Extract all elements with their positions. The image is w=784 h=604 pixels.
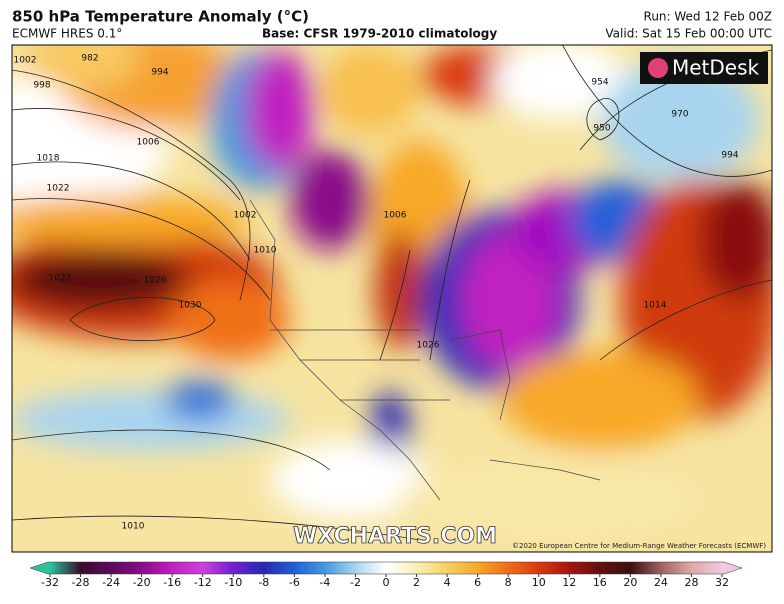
- isobar-label: 1026: [144, 276, 167, 286]
- base: Base: CFSR 1979-2010 climatology: [262, 27, 497, 41]
- colorbar-tick-label: -10: [224, 576, 242, 589]
- colorbar-tick-label: 10: [532, 576, 546, 589]
- isobar-label: 1018: [37, 154, 60, 164]
- colorbar-tick-label: 8: [505, 576, 512, 589]
- isobar-label: 1014: [644, 301, 667, 311]
- colorbar-tick-label: -24: [102, 576, 120, 589]
- map: 1002 998 994 982 1006 1018 1022 1022 1030 1026 100…: [12, 45, 772, 552]
- isobar-label: 1006: [137, 138, 160, 148]
- isobar-label: 970: [671, 110, 688, 120]
- model: ECMWF HRES 0.1°: [12, 27, 122, 41]
- colorbar-tick-label: -12: [194, 576, 212, 589]
- isobar-label: 1006: [384, 211, 407, 221]
- title: 850 hPa Temperature Anomaly (°C): [12, 8, 309, 26]
- colorbar-tick-label: 0: [383, 576, 390, 589]
- colorbar-tick-label: 28: [684, 576, 698, 589]
- isobar-label: 954: [591, 78, 608, 88]
- isobar-label: 994: [721, 151, 738, 161]
- colorbar-tick-label: -32: [41, 576, 59, 589]
- watermark: WXCHARTS.COM: [293, 524, 497, 549]
- isobar-label: 1002: [234, 211, 257, 221]
- isobar-label: 982: [81, 54, 98, 64]
- isobar-label: 1026: [417, 341, 440, 351]
- colorbar-tick-label: 32: [715, 576, 729, 589]
- run: Run: Wed 12 Feb 00Z: [644, 10, 772, 24]
- copyright: ©2020 European Centre for Medium-Range W…: [512, 542, 766, 550]
- colorbar-tick-label: -2: [350, 576, 361, 589]
- colorbar-tick-label: 24: [654, 576, 668, 589]
- colorbar-tick-label: 16: [593, 576, 607, 589]
- valid: Valid: Sat 15 Feb 00:00 UTC: [605, 27, 772, 41]
- map-frame: [11, 44, 773, 553]
- colorbar-tick-label: -8: [258, 576, 269, 589]
- colorbar-tick-label: -20: [133, 576, 151, 589]
- isobar-label: 998: [33, 81, 50, 91]
- colorbar-tick-label: 2: [413, 576, 420, 589]
- colorbar-tick-label: 4: [444, 576, 451, 589]
- logo: MetDesk: [672, 56, 760, 80]
- isobar-label: 1010: [254, 246, 277, 256]
- colorbar-tick-label: 12: [562, 576, 576, 589]
- isobar-label: 1010: [122, 522, 145, 532]
- isobar-label: 1002: [14, 56, 37, 66]
- isobar-label: 1022: [47, 184, 70, 194]
- colorbar-tick-label: -6: [289, 576, 300, 589]
- isobar-label: 950: [593, 124, 610, 134]
- colorbar-tick-label: -16: [163, 576, 181, 589]
- colorbar: [29, 561, 743, 575]
- colorbar-tick-label: -4: [319, 576, 330, 589]
- colorbar-tick-label: -28: [72, 576, 90, 589]
- colorbar-tick-label: 6: [474, 576, 481, 589]
- isobar-label: 1030: [179, 301, 202, 311]
- isobar-label: 994: [151, 68, 168, 78]
- isobar-label: 1022: [49, 274, 72, 284]
- colorbar-tick-label: 20: [623, 576, 637, 589]
